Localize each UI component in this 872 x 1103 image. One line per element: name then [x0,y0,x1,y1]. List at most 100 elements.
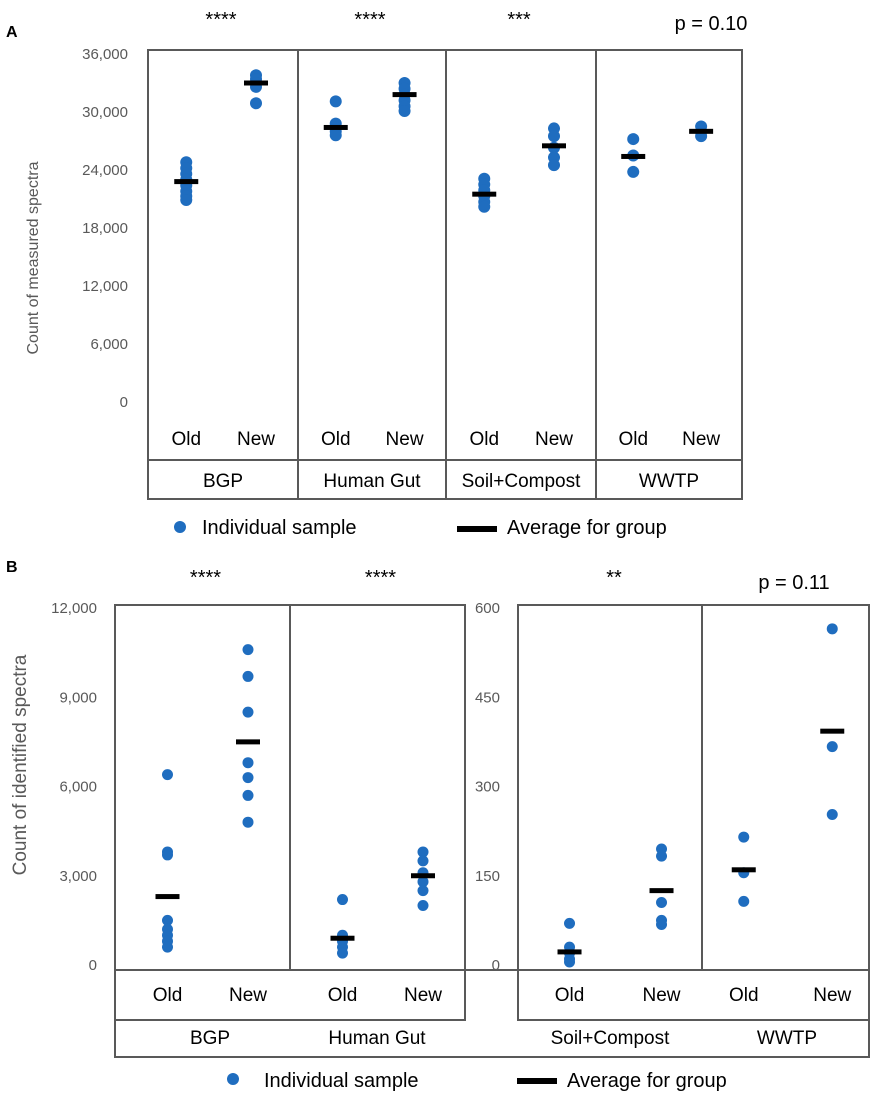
data-point [826,808,838,820]
data-point [548,130,560,143]
data-point [656,919,668,931]
data-point [337,947,348,959]
significance-label: **** [365,567,396,589]
legend-label: Average for group [567,1070,727,1092]
legend-point-marker [174,521,186,533]
y-tick-label: 0 [492,957,500,974]
data-point [242,670,254,682]
y-axis-label: Count of identified spectra [10,654,31,875]
data-point [417,900,429,911]
average-bar [236,739,260,745]
data-point [242,757,254,769]
legend-point-marker [227,1073,239,1085]
y-tick-label: 36,000 [82,46,128,63]
y-tick-label: 18,000 [82,220,128,237]
y-tick-label: 6,000 [59,779,97,796]
legend-average-marker [457,526,497,532]
x-tick-label: New [643,985,681,1006]
significance-label: ** [606,567,622,589]
x-tick-label: Old [618,429,648,450]
panel-letter-b: B [6,559,18,576]
group-label: Human Gut [323,471,421,492]
y-tick-label: 600 [475,600,500,617]
average-bar [649,888,674,894]
data-point [398,105,411,118]
significance-label: **** [205,9,236,31]
x-tick-label: Old [469,429,499,450]
data-point [417,846,429,858]
data-point [242,644,254,656]
x-tick-label: New [404,985,442,1006]
average-bar [731,867,756,873]
average-bar [472,191,497,197]
legend-a: Individual sample Average for group [174,517,667,539]
x-tick-label: New [813,985,851,1006]
legend-label: Average for group [507,517,667,539]
significance-label: **** [354,9,385,31]
y-tick-label: 12,000 [82,278,128,295]
y-tick-label: 9,000 [59,689,97,706]
average-bar [330,935,355,941]
data-point [738,895,750,907]
significance-label: **** [190,567,221,589]
y-tick-label: 24,000 [82,162,128,179]
legend-label: Individual sample [202,517,357,539]
y-tick-label: 150 [475,868,500,885]
average-bar [411,873,435,879]
data-point [417,855,429,867]
y-tick-label: 0 [120,394,128,411]
average-bar [557,949,582,955]
x-tick-label: New [237,429,275,450]
x-tick-label: Old [171,429,201,450]
group-label: Soil+Compost [551,1028,671,1049]
average-bar [323,124,348,130]
data-point [738,831,750,843]
panel-b-chart: Count of identified spectra 0 3,000 6,000 9… [10,567,870,1058]
legend-average-marker [517,1078,557,1084]
data-point [627,133,640,146]
x-tick-label: Old [321,429,351,450]
legend-label: Individual sample [264,1070,419,1092]
data-point [564,917,576,929]
group-label: BGP [203,471,243,492]
y-tick-label: 0 [89,957,97,974]
data-point [656,897,668,909]
data-point [162,914,173,926]
data-point [180,193,193,206]
data-point [656,850,668,862]
group-label: BGP [190,1028,230,1049]
x-tick-label: Old [153,985,183,1006]
data-point [242,772,254,784]
data-point [250,97,262,110]
y-tick-label: 6,000 [90,336,128,353]
data-point [564,956,576,968]
group-label: Soil+Compost [462,471,582,492]
y-axis-label: Count of measured spectra [25,161,42,354]
data-point [242,706,254,718]
average-bar [621,153,646,159]
data-point [242,816,254,828]
data-point [242,789,254,801]
panel-b-right-frame [517,604,870,1021]
y-tick-label: 300 [475,779,500,796]
x-tick-label: Old [729,985,759,1006]
significance-label: p = 0.11 [758,572,829,594]
group-label: WWTP [757,1028,817,1049]
y-tick-label: 12,000 [51,600,97,617]
legend-b: Individual sample Average for group [227,1070,727,1092]
x-tick-label: New [535,429,573,450]
data-point [417,885,429,897]
average-bar [542,143,566,149]
data-point [162,849,173,861]
average-bar [820,728,845,734]
data-point [329,95,342,108]
significance-label: *** [507,9,531,31]
group-label: Human Gut [328,1028,426,1049]
average-bar [155,894,180,900]
data-point [337,894,348,906]
data-point [826,741,838,753]
x-tick-label: New [682,429,720,450]
panel-letter-a: A [6,24,18,41]
data-point [627,165,640,178]
